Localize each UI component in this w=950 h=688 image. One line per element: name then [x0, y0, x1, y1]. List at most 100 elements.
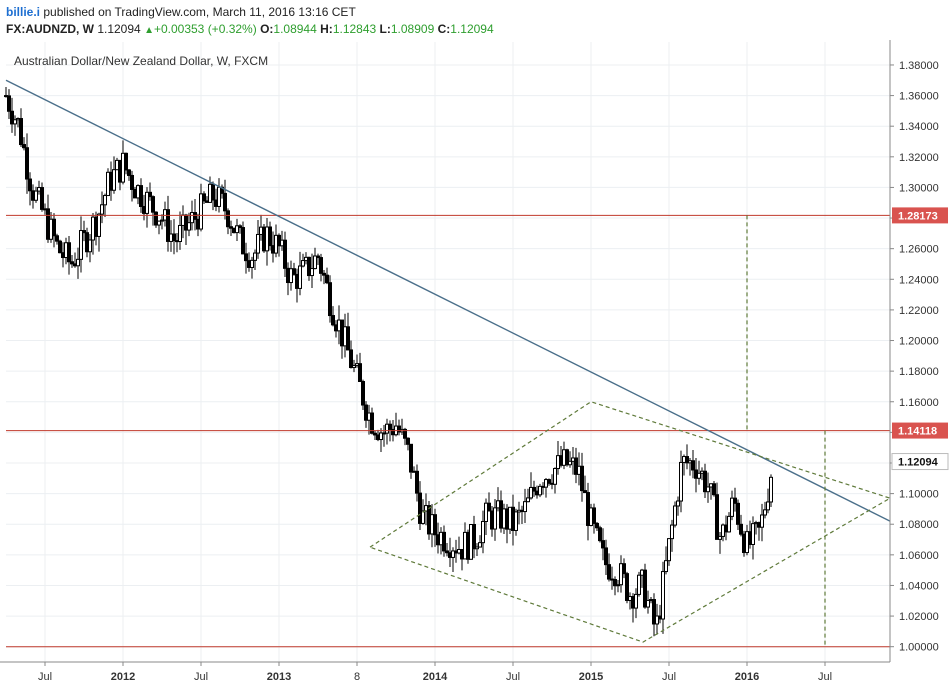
candle-body: [82, 230, 86, 234]
candle-body: [706, 486, 710, 493]
candle-body: [10, 110, 14, 125]
candle-body: [451, 550, 455, 558]
candle-body: [298, 265, 302, 289]
candle-body: [127, 169, 131, 176]
candle-body: [736, 502, 740, 525]
candle-body: [55, 235, 59, 242]
y-tick-label: 1.08000: [899, 519, 939, 531]
candle-body: [352, 365, 356, 369]
level-badge-label: 1.28173: [898, 210, 938, 222]
candle-body: [283, 239, 287, 269]
candle-body: [223, 192, 227, 212]
y-tick-label: 1.04000: [899, 580, 939, 592]
candle-body: [646, 599, 650, 608]
candle-body: [553, 468, 557, 485]
candle-body: [673, 505, 677, 526]
candle-body: [307, 256, 311, 277]
candle-body: [442, 531, 446, 552]
low-value: 1.08909: [390, 22, 435, 36]
price-change: +0.00353 (+0.32%): [153, 22, 257, 36]
trendline[interactable]: [5, 79, 891, 522]
y-tick-label: 1.30000: [899, 182, 939, 194]
x-tick-label: 2015: [579, 671, 603, 683]
candle-body: [361, 381, 365, 406]
price-chart[interactable]: 1.380001.360001.340001.320001.300001.280…: [0, 40, 950, 688]
candle-body: [604, 547, 608, 566]
high-value: 1.12843: [332, 22, 377, 36]
candle-body: [715, 494, 719, 540]
y-tick-label: 1.20000: [899, 336, 939, 348]
symbol-label[interactable]: FX:AUDNZD, W: [6, 22, 94, 36]
candle-body: [130, 174, 134, 190]
candle-body: [616, 584, 620, 587]
chart-area[interactable]: 1.380001.360001.340001.320001.300001.280…: [0, 40, 950, 688]
candle-body: [433, 514, 437, 536]
candle-body: [733, 497, 737, 504]
candle-body: [139, 185, 143, 207]
up-arrow-icon: ▲: [144, 25, 154, 36]
candle-body: [301, 260, 305, 267]
y-tick-label: 1.18000: [899, 366, 939, 378]
candle-body: [79, 230, 83, 260]
x-tick-label: Jul: [194, 671, 208, 683]
candle-body: [7, 95, 11, 112]
high-label: H:: [320, 22, 333, 36]
candle-body: [211, 183, 215, 201]
candle-body: [676, 500, 680, 507]
candle-body: [88, 239, 92, 253]
candle-body: [151, 196, 155, 213]
symbol-ohlc-line: FX:AUDNZD, W 1.12094 ▲+0.00353 (+0.32%) …: [6, 22, 494, 36]
candle-body: [595, 522, 599, 529]
y-tick-label: 1.38000: [899, 60, 939, 72]
horizontal-levels[interactable]: [6, 214, 890, 648]
y-tick-label: 1.00000: [899, 642, 939, 654]
y-tick-label: 1.36000: [899, 91, 939, 103]
candle-body: [160, 219, 164, 222]
candle-body: [226, 210, 230, 228]
candle-body: [613, 579, 617, 587]
candle-body: [235, 225, 239, 234]
x-tick-label: 2012: [111, 671, 135, 683]
candle-body: [607, 564, 611, 580]
candle-body: [598, 527, 602, 542]
current-price-badge: [891, 453, 949, 471]
candle-body: [241, 227, 245, 255]
trendline-line[interactable]: [5, 79, 891, 522]
candle-body: [325, 274, 329, 284]
candle-body: [310, 268, 314, 277]
candle-body: [52, 218, 56, 237]
vertical-projections[interactable]: [746, 215, 826, 647]
candle-body: [592, 507, 596, 524]
candle-body: [685, 456, 689, 464]
candle-body: [253, 252, 257, 261]
candle-body: [238, 225, 242, 229]
candle-body: [328, 282, 332, 317]
diamond-pattern[interactable]: [368, 401, 892, 643]
candle-body: [154, 211, 158, 226]
candle-body: [199, 193, 203, 230]
diamond-outline[interactable]: [368, 401, 892, 643]
candle-body: [763, 509, 767, 516]
close-label: C:: [437, 22, 451, 36]
candle-body: [655, 615, 659, 625]
candle-body: [751, 523, 755, 545]
candles: [4, 86, 773, 637]
y-tick-label: 1.32000: [899, 152, 939, 164]
candle-body: [172, 233, 176, 242]
candle-body: [256, 233, 260, 254]
candle-body: [244, 253, 248, 262]
y-tick-label: 1.26000: [899, 244, 939, 256]
candle-body: [670, 524, 674, 540]
candle-body: [292, 268, 296, 275]
x-tick-label: 2013: [267, 671, 291, 683]
candle-body: [691, 460, 695, 471]
candle-body: [67, 242, 71, 263]
candle-body: [523, 501, 527, 513]
candle-body: [157, 220, 161, 226]
candle-body: [634, 593, 638, 609]
author-link[interactable]: billie.i: [6, 5, 41, 19]
candle-body: [475, 546, 479, 550]
candle-body: [103, 195, 107, 206]
candle-body: [313, 255, 317, 270]
candle-body: [100, 204, 104, 215]
